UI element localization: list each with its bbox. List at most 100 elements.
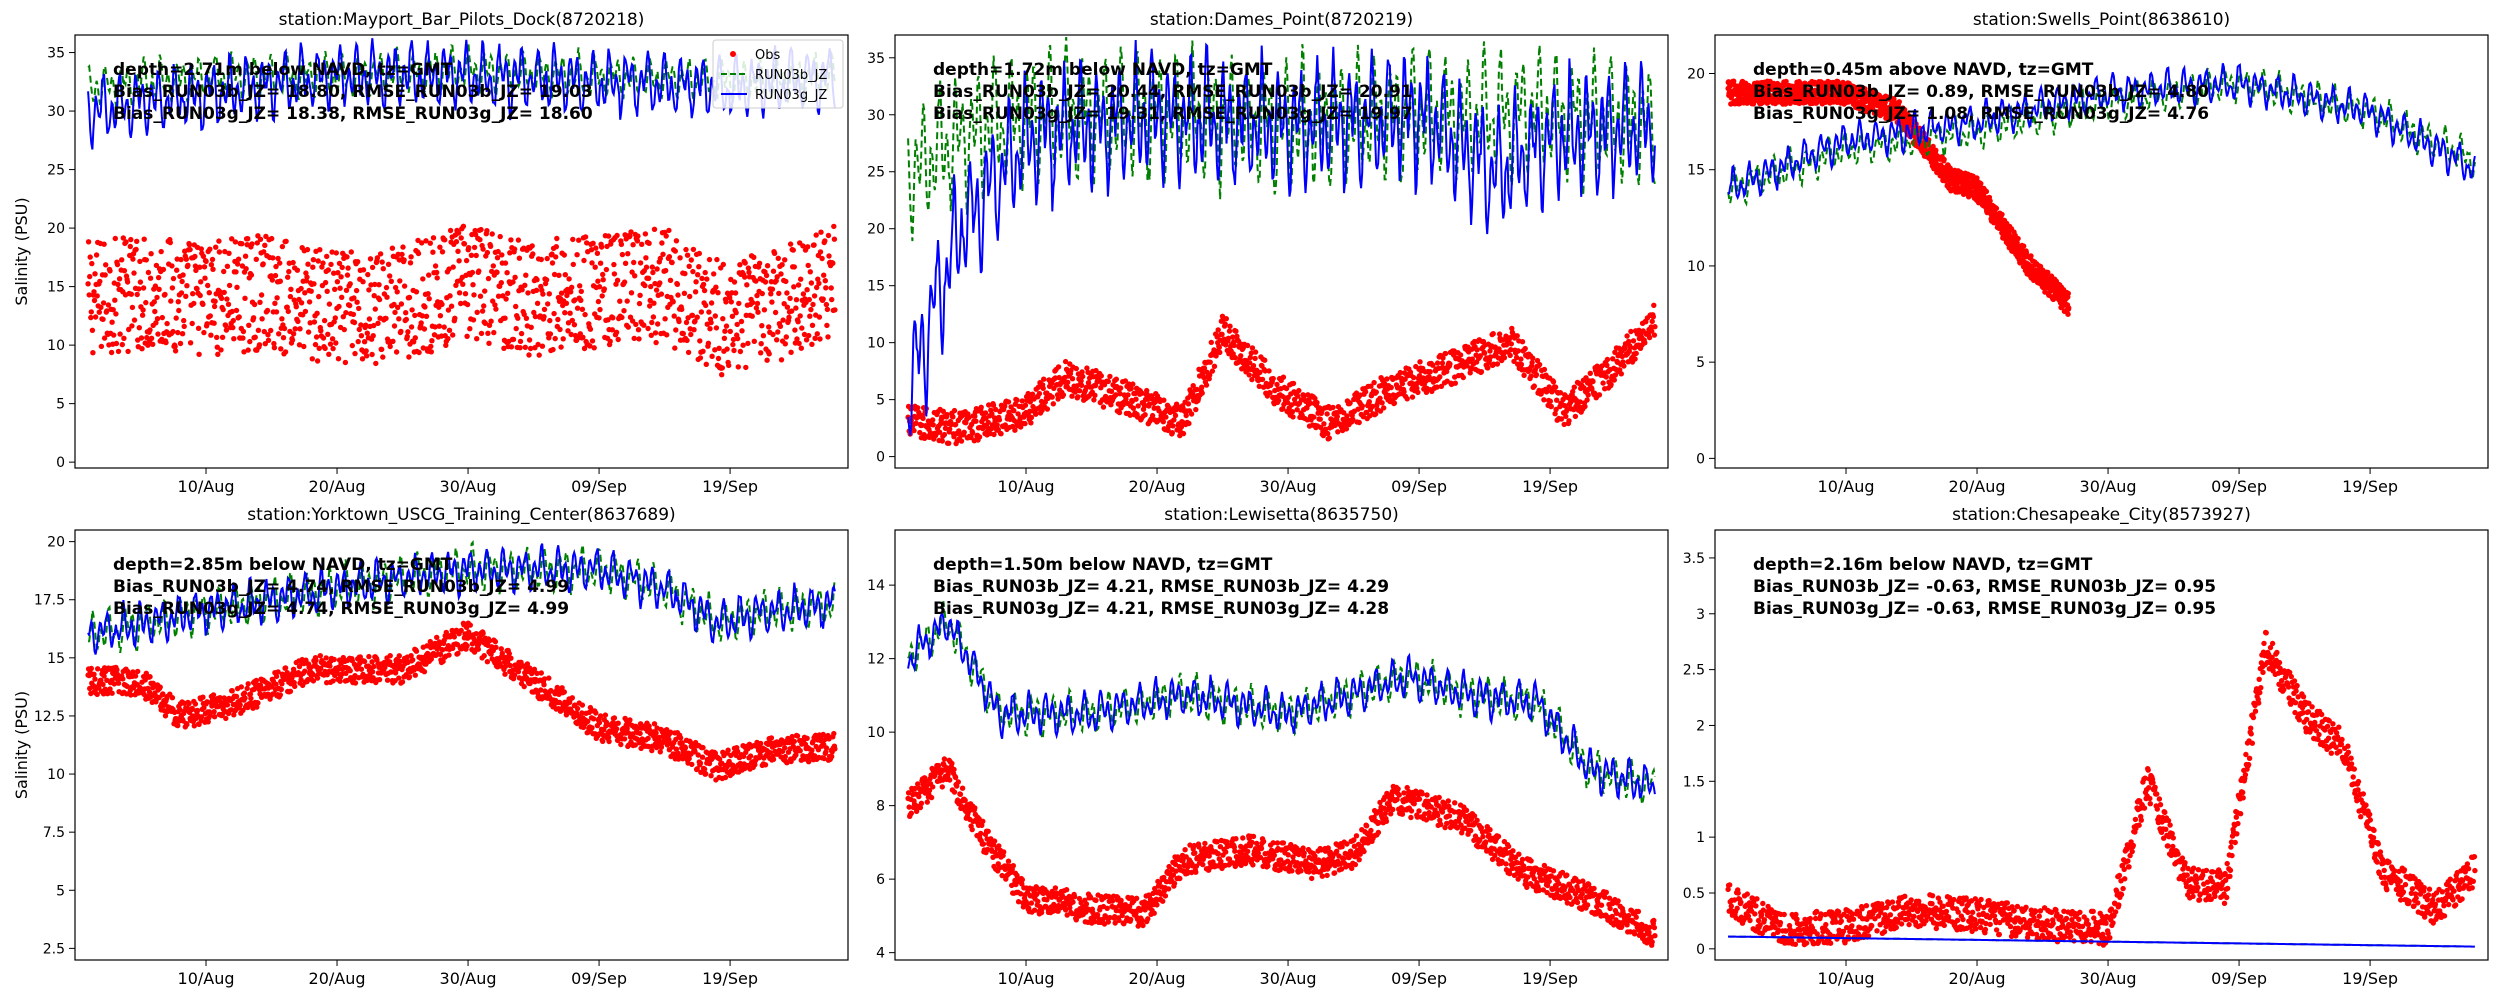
obs-point bbox=[334, 250, 339, 255]
obs-point bbox=[261, 261, 266, 266]
obs-point bbox=[1532, 383, 1537, 388]
obs-point bbox=[676, 319, 681, 324]
obs-point bbox=[553, 254, 558, 259]
obs-point bbox=[133, 247, 138, 252]
obs-point bbox=[590, 338, 595, 343]
obs-point bbox=[404, 317, 409, 322]
obs-point bbox=[1530, 356, 1535, 361]
obs-point bbox=[333, 315, 338, 320]
obs-point bbox=[128, 244, 133, 249]
obs-point bbox=[447, 293, 452, 298]
y-tick-label: 20 bbox=[867, 222, 885, 238]
obs-point bbox=[241, 329, 246, 334]
obs-point bbox=[783, 279, 788, 284]
obs-point bbox=[247, 339, 252, 344]
legend-label: Obs bbox=[755, 48, 780, 63]
obs-point bbox=[392, 323, 397, 328]
obs-point bbox=[1065, 380, 1070, 385]
obs-point bbox=[503, 296, 508, 301]
obs-point bbox=[311, 281, 316, 286]
obs-point bbox=[147, 327, 152, 332]
x-tick-label: 09/Sep bbox=[571, 477, 627, 496]
obs-point bbox=[512, 275, 517, 280]
obs-point bbox=[809, 342, 814, 347]
obs-point bbox=[540, 291, 545, 296]
obs-point bbox=[687, 294, 692, 299]
obs-point bbox=[315, 358, 320, 363]
obs-point bbox=[1099, 373, 1104, 378]
obs-point bbox=[283, 239, 288, 244]
obs-point bbox=[137, 325, 142, 330]
obs-point bbox=[794, 297, 799, 302]
obs-point bbox=[283, 349, 288, 354]
obs-point bbox=[219, 296, 224, 301]
obs-point bbox=[776, 256, 781, 261]
annotation-line: Bias_RUN03g_JZ= 18.38, RMSE_RUN03g_JZ= 1… bbox=[113, 104, 593, 124]
obs-point bbox=[671, 299, 676, 304]
obs-point bbox=[1600, 380, 1605, 385]
obs-point bbox=[690, 313, 695, 318]
obs-point bbox=[826, 233, 831, 238]
obs-point bbox=[202, 276, 207, 281]
obs-point bbox=[641, 323, 646, 328]
obs-point bbox=[158, 684, 163, 689]
obs-point bbox=[214, 335, 219, 340]
obs-point bbox=[1011, 408, 1016, 413]
obs-point bbox=[328, 262, 333, 267]
obs-point bbox=[740, 343, 745, 348]
obs-point bbox=[376, 282, 381, 287]
obs-point bbox=[433, 263, 438, 268]
obs-point bbox=[979, 405, 984, 410]
obs-point bbox=[480, 246, 485, 251]
obs-point bbox=[274, 295, 279, 300]
obs-point bbox=[1208, 360, 1213, 365]
obs-point bbox=[370, 669, 375, 674]
obs-point bbox=[514, 326, 519, 331]
obs-point bbox=[278, 346, 283, 351]
x-tick-label: 20/Aug bbox=[1129, 477, 1186, 496]
obs-point bbox=[550, 347, 555, 352]
obs-point bbox=[188, 340, 193, 345]
obs-point bbox=[477, 237, 482, 242]
y-axis-label: Salinity (PSU) bbox=[12, 197, 31, 305]
obs-point bbox=[352, 320, 357, 325]
obs-point bbox=[215, 352, 220, 357]
obs-point bbox=[701, 282, 706, 287]
obs-point bbox=[494, 270, 499, 275]
obs-point bbox=[659, 291, 664, 296]
obs-point bbox=[362, 659, 367, 664]
obs-point bbox=[259, 292, 264, 297]
obs-point bbox=[768, 291, 773, 296]
obs-point bbox=[567, 311, 572, 316]
obs-point bbox=[1410, 394, 1415, 399]
obs-point bbox=[101, 242, 106, 247]
obs-point bbox=[1401, 389, 1406, 394]
annotation-line: Bias_RUN03b_JZ= 0.89, RMSE_RUN03b_JZ= 4.… bbox=[1753, 82, 2209, 102]
legend-label: RUN03b_JZ bbox=[755, 68, 827, 83]
obs-point bbox=[1588, 371, 1593, 376]
obs-point bbox=[646, 276, 651, 281]
y-tick-label: 35 bbox=[47, 46, 65, 62]
x-tick-label: 09/Sep bbox=[2211, 477, 2267, 496]
obs-point bbox=[736, 364, 741, 369]
obs-point bbox=[557, 327, 562, 332]
obs-point bbox=[349, 249, 354, 254]
x-tick-label: 19/Sep bbox=[702, 477, 758, 496]
obs-point bbox=[1573, 414, 1578, 419]
obs-point bbox=[1379, 400, 1384, 405]
obs-point bbox=[542, 307, 547, 312]
obs-point bbox=[1541, 397, 1546, 402]
obs-point bbox=[265, 308, 270, 313]
obs-point bbox=[377, 297, 382, 302]
obs-point bbox=[826, 253, 831, 258]
obs-point bbox=[135, 669, 140, 674]
obs-point bbox=[133, 673, 138, 678]
obs-point bbox=[530, 243, 535, 248]
obs-point bbox=[1200, 390, 1205, 395]
obs-point bbox=[342, 327, 347, 332]
obs-point bbox=[1133, 397, 1138, 402]
obs-point bbox=[568, 289, 573, 294]
obs-point bbox=[475, 310, 480, 315]
obs-point bbox=[721, 262, 726, 267]
